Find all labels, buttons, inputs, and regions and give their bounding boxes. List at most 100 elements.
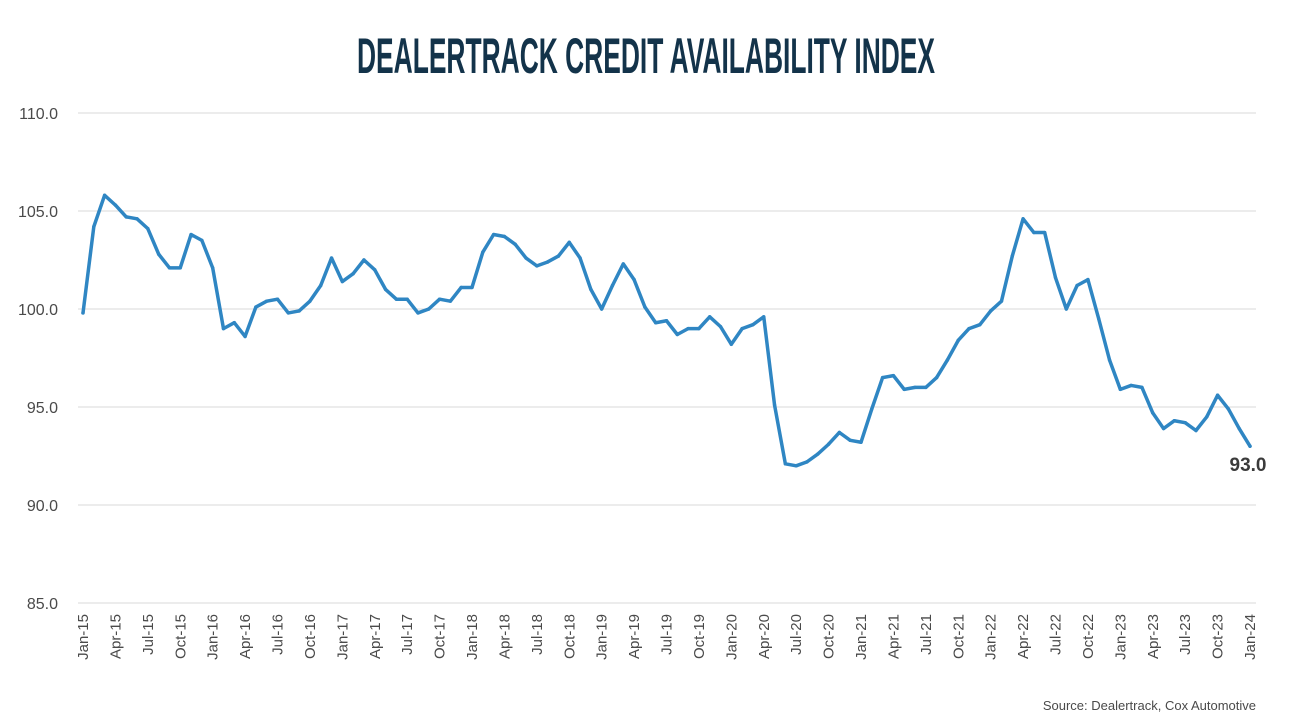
- data-point: [178, 266, 182, 270]
- data-point: [956, 338, 960, 343]
- data-point: [934, 375, 939, 380]
- data-point: [837, 430, 842, 435]
- data-point: [232, 321, 236, 325]
- data-point: [167, 266, 172, 270]
- data-point: [826, 442, 831, 446]
- data-point: [859, 440, 863, 444]
- end-value-label: 93.0: [1230, 455, 1267, 476]
- data-point: [794, 464, 798, 468]
- y-tick-label: 90.0: [27, 498, 58, 515]
- data-point: [913, 385, 917, 390]
- data-point: [221, 326, 226, 331]
- data-point: [210, 266, 215, 270]
- data-point: [1042, 230, 1047, 235]
- x-tick-label: Oct-18: [561, 614, 578, 659]
- x-tick-label: Apr-21: [885, 614, 902, 659]
- data-point: [1183, 420, 1187, 425]
- data-point: [502, 234, 507, 239]
- data-point: [848, 438, 852, 443]
- data-point: [762, 315, 766, 319]
- y-tick-label: 95.0: [27, 400, 58, 417]
- x-tick-label: Jul-22: [1048, 614, 1065, 655]
- data-point: [535, 264, 539, 268]
- data-point: [621, 262, 625, 266]
- data-point: [632, 277, 636, 282]
- data-point: [988, 309, 993, 313]
- data-point: [1205, 415, 1209, 419]
- data-point: [967, 326, 971, 331]
- data-point: [1129, 383, 1133, 388]
- data-point: [999, 299, 1004, 303]
- x-tick-label: Jan-21: [853, 614, 870, 660]
- data-point: [1107, 358, 1112, 362]
- data-point: [1172, 419, 1177, 423]
- data-point: [113, 203, 118, 207]
- data-point: [200, 238, 204, 243]
- data-point: [1064, 307, 1069, 311]
- data-point: [481, 250, 485, 254]
- data-point: [416, 311, 420, 315]
- x-tick-label: Jul-20: [788, 614, 805, 655]
- x-axis-tick-labels: Jan-15 Apr-15 Jul-15 Oct-15 Jan-16 Apr-16 Jul-…: [75, 614, 1259, 660]
- data-point: [351, 272, 355, 276]
- data-points: [81, 193, 1252, 468]
- x-tick-label: Apr-22: [1015, 614, 1032, 659]
- x-tick-label: Jul-17: [399, 614, 416, 655]
- data-point: [1118, 387, 1123, 392]
- series-line: [81, 193, 1252, 468]
- data-point: [1053, 275, 1058, 280]
- data-point: [891, 373, 896, 378]
- x-tick-label: Apr-16: [237, 614, 254, 659]
- y-tick-label: 110.0: [19, 106, 58, 123]
- data-point: [816, 452, 820, 456]
- data-point: [751, 322, 755, 327]
- x-tick-label: Oct-22: [1080, 614, 1097, 659]
- x-tick-label: Apr-18: [496, 614, 513, 659]
- data-point: [156, 252, 161, 256]
- data-point: [924, 385, 928, 390]
- data-point: [319, 283, 323, 288]
- x-tick-label: Jan-22: [983, 614, 1000, 660]
- data-point: [1151, 411, 1155, 415]
- data-point: [297, 309, 301, 313]
- data-point: [308, 299, 312, 303]
- data-point: [664, 319, 669, 323]
- x-tick-label: Oct-23: [1210, 614, 1227, 659]
- data-point: [1237, 426, 1241, 431]
- x-tick-label: Apr-19: [626, 614, 643, 659]
- x-tick-label: Apr-15: [107, 614, 124, 659]
- x-tick-label: Oct-15: [172, 614, 189, 659]
- x-tick-label: Jul-23: [1177, 614, 1194, 655]
- data-point: [567, 240, 571, 245]
- x-tick-label: Jan-19: [594, 614, 611, 660]
- y-tick-label: 105.0: [18, 204, 58, 221]
- x-tick-label: Jul-16: [270, 614, 287, 655]
- data-point: [491, 232, 496, 237]
- x-tick-label: Apr-23: [1145, 614, 1162, 659]
- data-point: [264, 299, 269, 303]
- data-point: [92, 224, 96, 229]
- data-point: [686, 326, 690, 331]
- data-point: [470, 285, 474, 290]
- data-point: [599, 307, 604, 311]
- data-point: [783, 462, 788, 466]
- data-point: [362, 258, 366, 262]
- data-point: [459, 285, 463, 290]
- data-point: [524, 256, 528, 260]
- data-point: [427, 307, 431, 311]
- data-point: [880, 375, 885, 380]
- x-tick-label: Jul-18: [529, 614, 546, 655]
- data-point: [124, 215, 128, 219]
- source-note: Source: Dealertrack, Cox Automotive: [1043, 698, 1256, 713]
- x-tick-label: Apr-17: [367, 614, 384, 659]
- x-tick-label: Jan-20: [723, 614, 740, 660]
- data-point: [805, 460, 809, 464]
- data-point: [135, 217, 139, 221]
- data-point: [1097, 317, 1101, 321]
- data-point: [286, 311, 291, 315]
- data-point: [729, 342, 734, 346]
- y-tick-label: 100.0: [18, 302, 58, 319]
- data-point: [405, 297, 409, 301]
- data-point: [772, 403, 777, 407]
